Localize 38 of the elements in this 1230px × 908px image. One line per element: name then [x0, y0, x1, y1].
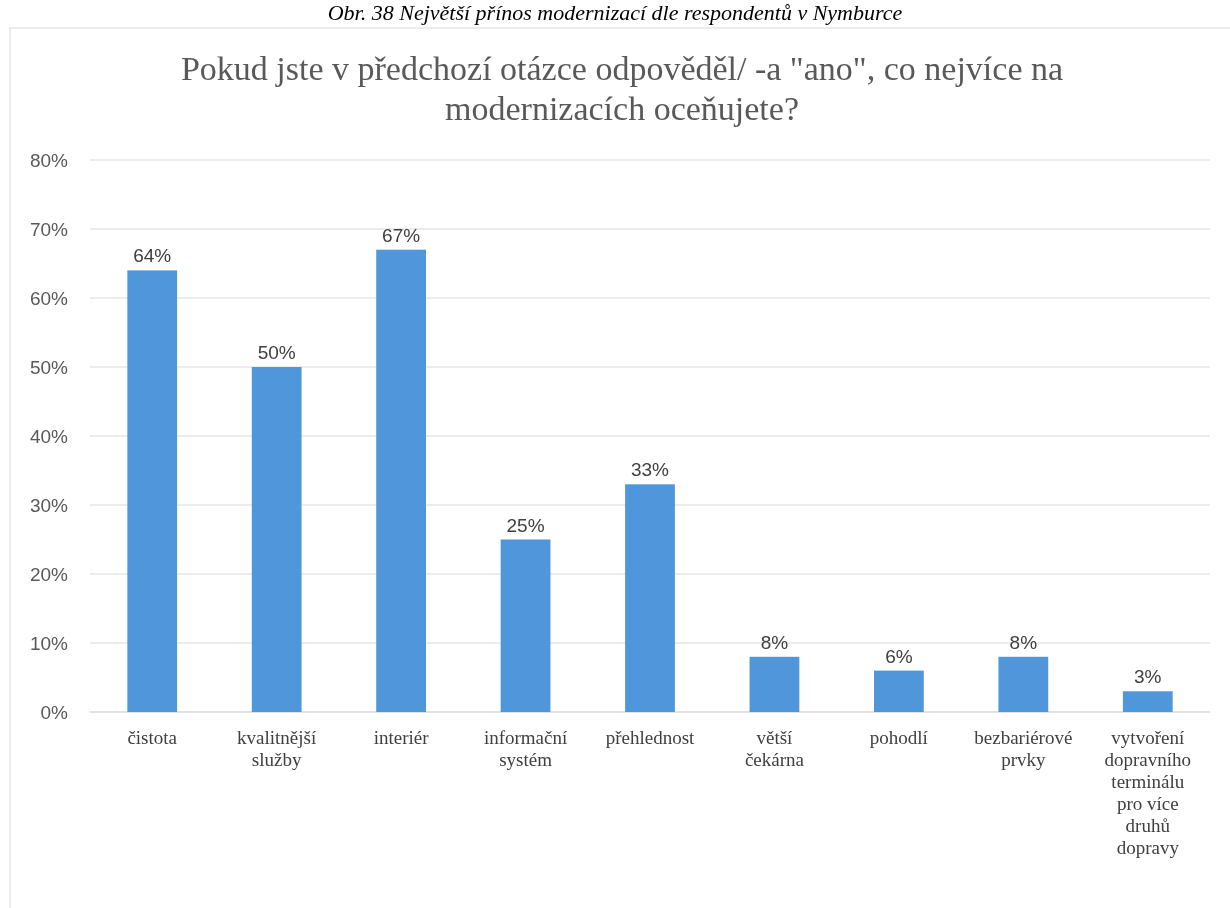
y-tick-label: 30%: [29, 495, 69, 516]
bar: [127, 270, 178, 712]
y-tick-label: 20%: [29, 564, 69, 585]
bar: [749, 656, 800, 712]
data-label: 33%: [630, 459, 670, 481]
y-tick-label: 80%: [29, 150, 69, 171]
bar: [500, 539, 551, 712]
x-tick-label: větší čekárna: [744, 727, 805, 770]
x-tick-label: bezbariérové prvky: [974, 727, 1073, 770]
y-tick-label: 70%: [29, 219, 69, 240]
data-label: 64%: [133, 245, 172, 267]
data-label: 67%: [382, 224, 421, 246]
x-tick-label: vytvoření dopravního terminálu pro více druhů dopravy: [1104, 727, 1192, 858]
x-tick-label: čistota: [127, 727, 178, 748]
data-label: 50%: [257, 342, 296, 363]
y-tick-label: 10%: [29, 633, 69, 654]
data-label: 6%: [885, 645, 913, 667]
x-tick-label: pohodlí: [869, 727, 929, 748]
x-tick-label: přehlednost: [605, 727, 696, 748]
y-tick-label: 0%: [40, 702, 69, 723]
data-label: 8%: [1009, 631, 1038, 653]
text: Obr. 38 Největší přínos modernizací dle respondentů v Nymburce: [327, 0, 903, 25]
data-label: 8%: [760, 631, 789, 653]
chart-title: Pokud jste v předchozí otázce odpověděl/ -a "ano", co nejvíce na modernizacích oceňujete?: [180, 50, 1064, 127]
bar: [376, 249, 426, 712]
bar: [998, 656, 1049, 712]
bar: [251, 367, 302, 712]
y-tick-label: 50%: [29, 357, 69, 378]
y-tick-label: 40%: [29, 426, 69, 447]
x-tick-label: kvalitnější služby: [237, 727, 317, 770]
bar: [625, 484, 675, 712]
y-tick-label: 60%: [29, 288, 69, 309]
data-label: 3%: [1134, 666, 1162, 688]
bar: [1122, 691, 1173, 712]
x-tick-label: interiér: [373, 727, 430, 748]
data-label: 25%: [506, 514, 545, 536]
x-tick-label: informační systém: [483, 727, 568, 770]
bar: [874, 670, 924, 712]
